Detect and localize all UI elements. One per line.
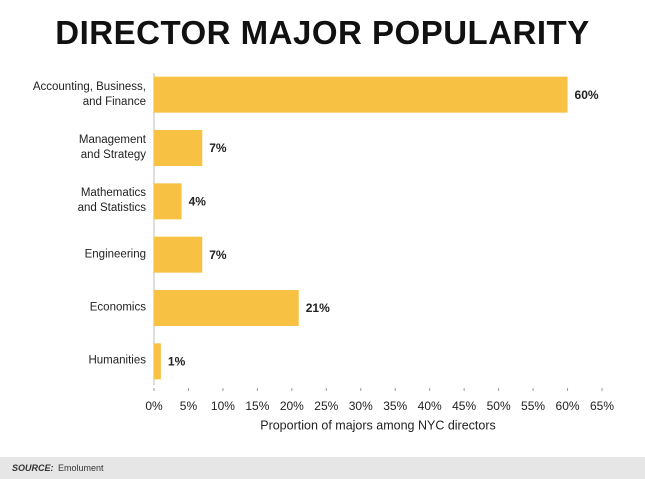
x-axis-label: Proportion of majors among NYC directors (260, 418, 496, 432)
x-tick-label: 0% (145, 399, 163, 413)
y-tick-label: Economics (89, 301, 146, 314)
value-label: 60% (575, 88, 599, 102)
x-tick-label: 60% (556, 399, 580, 413)
x-tick-label: 55% (521, 399, 545, 413)
bar (154, 343, 161, 380)
source: Emolument (58, 463, 104, 473)
x-tick-label: 25% (314, 399, 338, 413)
x-tick-label: 5% (180, 399, 198, 413)
chart-title: DIRECTOR MAJOR POPULARITY (55, 14, 590, 51)
bar (154, 236, 203, 273)
x-tick-label: 35% (383, 399, 407, 413)
x-tick-label: 45% (452, 399, 476, 413)
x-tick-label: 40% (418, 399, 442, 413)
y-tick-label: Mathematics and Statistics (77, 187, 146, 215)
value-label: 1% (168, 355, 186, 369)
value-label: 4% (189, 195, 207, 209)
bar (154, 130, 203, 166)
x-tick-label: 15% (245, 399, 269, 413)
bar (154, 76, 568, 113)
value-label: 7% (209, 141, 227, 155)
bar (154, 183, 182, 220)
value-label: 21% (306, 301, 330, 315)
bar (154, 290, 299, 326)
x-tick-label: 50% (487, 399, 511, 413)
x-tick-label: 10% (211, 399, 235, 413)
y-tick-label: Accounting, Business, and Finance (32, 80, 146, 108)
value-label: 7% (209, 248, 227, 262)
x-tick-label: 30% (349, 399, 373, 413)
source-label: SOURCE: (12, 463, 54, 473)
footer: SOURCE: Emolument (0, 457, 645, 479)
x-tick-label: 20% (280, 399, 304, 413)
y-tick-label: Humanities (88, 354, 146, 367)
y-tick-label: Engineering (84, 248, 146, 261)
y-tick-label: Management and Strategy (78, 134, 146, 161)
x-tick-label: 65% (590, 399, 614, 413)
